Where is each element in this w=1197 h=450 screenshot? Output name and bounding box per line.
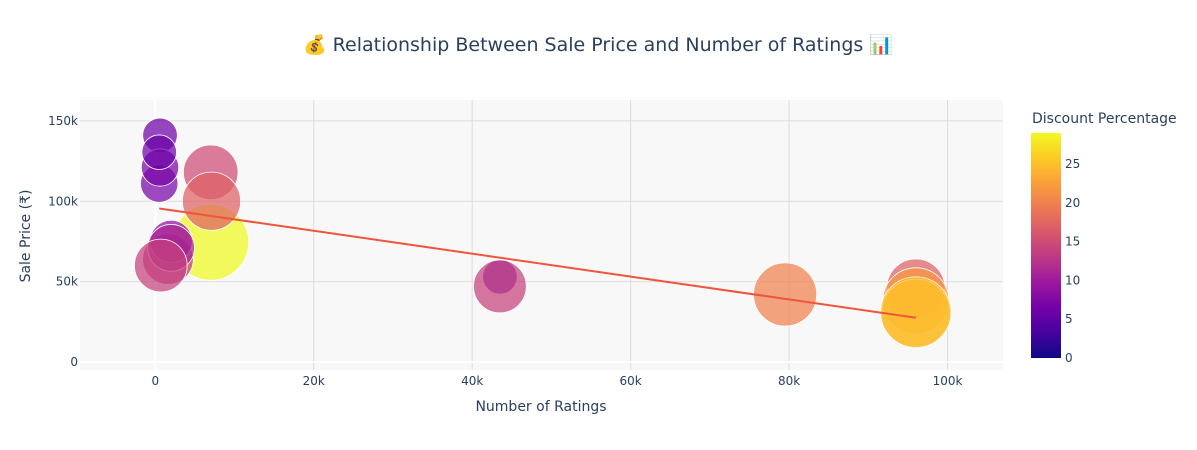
data-point [182,171,242,231]
colorbar-tick-label: 15 [1065,235,1080,249]
colorbar [1031,133,1061,358]
x-tick-label: 60k [620,374,642,388]
colorbar-tick-label: 5 [1065,312,1073,326]
data-point [473,259,527,314]
trendline [159,207,916,319]
colorbar-tick-label: 10 [1065,273,1080,287]
y-tick-label: 0 [70,355,78,369]
x-axis-ticks: 0 20k 40k 60k 80k 100k [151,374,962,388]
x-tick-label: 40k [461,374,483,388]
data-points [134,117,952,349]
y-tick-label: 50k [56,275,78,289]
data-point [753,262,818,327]
y-tick-label: 150k [48,114,78,128]
x-tick-label: 0 [151,374,159,388]
colorbar-title: Discount Percentage [1032,111,1177,127]
colorbar-tick-label: 20 [1065,196,1080,210]
data-point [880,276,952,348]
x-axis-title: Number of Ratings [475,399,606,415]
colorbar-tick-label: 25 [1065,157,1080,171]
colorbar-ticks: 0 5 10 15 20 25 [1065,157,1080,365]
x-tick-label: 20k [303,374,325,388]
x-tick-label: 80k [778,374,800,388]
x-tick-label: 100k [933,374,963,388]
y-axis-ticks: 0 50k 100k 150k [48,114,78,369]
data-point [134,238,188,293]
chart-title: 💰 Relationship Between Sale Price and Nu… [303,33,893,56]
colorbar-tick-label: 0 [1065,351,1073,365]
y-tick-label: 100k [48,194,78,208]
y-axis-title: Sale Price (₹) [18,190,34,283]
trendline-layer [159,207,916,319]
data-point [141,134,177,170]
